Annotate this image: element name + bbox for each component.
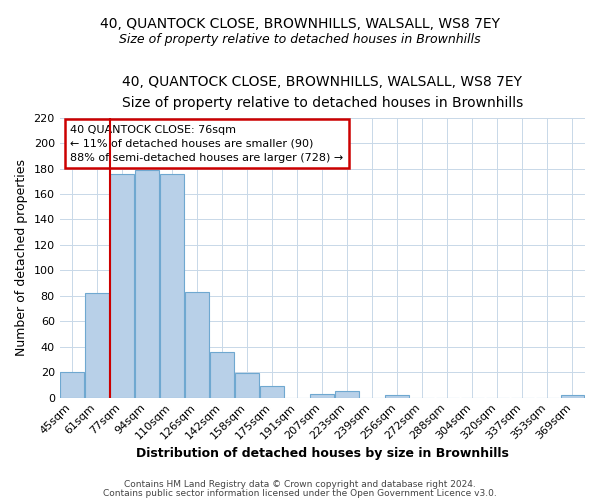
Bar <box>211 352 234 398</box>
Bar <box>560 395 584 398</box>
Text: Contains HM Land Registry data © Crown copyright and database right 2024.: Contains HM Land Registry data © Crown c… <box>124 480 476 489</box>
Bar <box>160 174 184 398</box>
Bar <box>85 294 109 398</box>
Bar <box>260 386 284 398</box>
Text: 40 QUANTOCK CLOSE: 76sqm
← 11% of detached houses are smaller (90)
88% of semi-d: 40 QUANTOCK CLOSE: 76sqm ← 11% of detach… <box>70 124 343 162</box>
Text: 40, QUANTOCK CLOSE, BROWNHILLS, WALSALL, WS8 7EY: 40, QUANTOCK CLOSE, BROWNHILLS, WALSALL,… <box>100 18 500 32</box>
Bar <box>136 170 159 398</box>
Bar <box>310 394 334 398</box>
X-axis label: Distribution of detached houses by size in Brownhills: Distribution of detached houses by size … <box>136 447 509 460</box>
Text: Size of property relative to detached houses in Brownhills: Size of property relative to detached ho… <box>119 32 481 46</box>
Y-axis label: Number of detached properties: Number of detached properties <box>15 159 28 356</box>
Bar <box>185 292 209 398</box>
Bar <box>110 174 134 398</box>
Bar <box>60 372 84 398</box>
Title: 40, QUANTOCK CLOSE, BROWNHILLS, WALSALL, WS8 7EY
Size of property relative to de: 40, QUANTOCK CLOSE, BROWNHILLS, WALSALL,… <box>122 75 523 110</box>
Bar <box>385 395 409 398</box>
Bar <box>235 374 259 398</box>
Bar <box>335 391 359 398</box>
Text: Contains public sector information licensed under the Open Government Licence v3: Contains public sector information licen… <box>103 488 497 498</box>
